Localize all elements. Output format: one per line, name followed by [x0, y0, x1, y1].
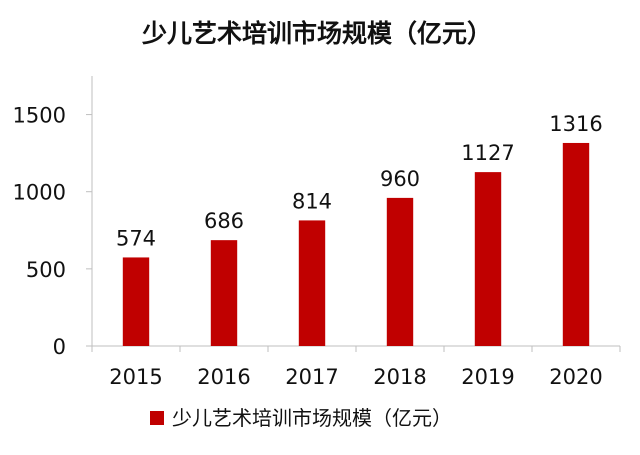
bar-2020	[562, 142, 590, 346]
x-tick-label: 2016	[197, 365, 250, 389]
bar-2018	[386, 197, 414, 346]
x-tick-label: 2018	[373, 365, 426, 389]
data-label-2017: 814	[292, 189, 332, 213]
bar-2016	[210, 240, 238, 346]
x-tick-label: 2019	[461, 365, 514, 389]
legend-swatch	[150, 411, 164, 425]
y-tick-label: 0	[53, 335, 66, 359]
data-labels: 574 686 814 960 1127 1316	[116, 112, 603, 250]
data-label-2019: 1127	[461, 141, 514, 165]
legend: 少儿艺术培训市场规模（亿元）	[150, 406, 452, 430]
data-label-2015: 574	[116, 226, 156, 250]
bar-series	[122, 142, 590, 346]
data-label-2020: 1316	[549, 112, 602, 136]
bar-2017	[298, 220, 326, 346]
x-tick-label: 2017	[285, 365, 338, 389]
y-tick-label: 500	[26, 258, 66, 282]
y-tick-label: 1500	[13, 104, 66, 128]
legend-label: 少儿艺术培训市场规模（亿元）	[172, 406, 452, 430]
x-tick-label: 2020	[549, 365, 602, 389]
y-axis: 0 500 1000 1500	[13, 76, 93, 359]
chart-title: 少儿艺术培训市场规模（亿元）	[141, 19, 492, 48]
bar-2019	[474, 172, 502, 346]
x-axis: 2015 2016 2017 2018 2019 2020	[91, 345, 621, 389]
data-label-2018: 960	[380, 167, 420, 191]
y-tick-label: 1000	[13, 181, 66, 205]
data-label-2016: 686	[204, 209, 244, 233]
x-tick-label: 2015	[109, 365, 162, 389]
bar-2015	[122, 257, 150, 346]
